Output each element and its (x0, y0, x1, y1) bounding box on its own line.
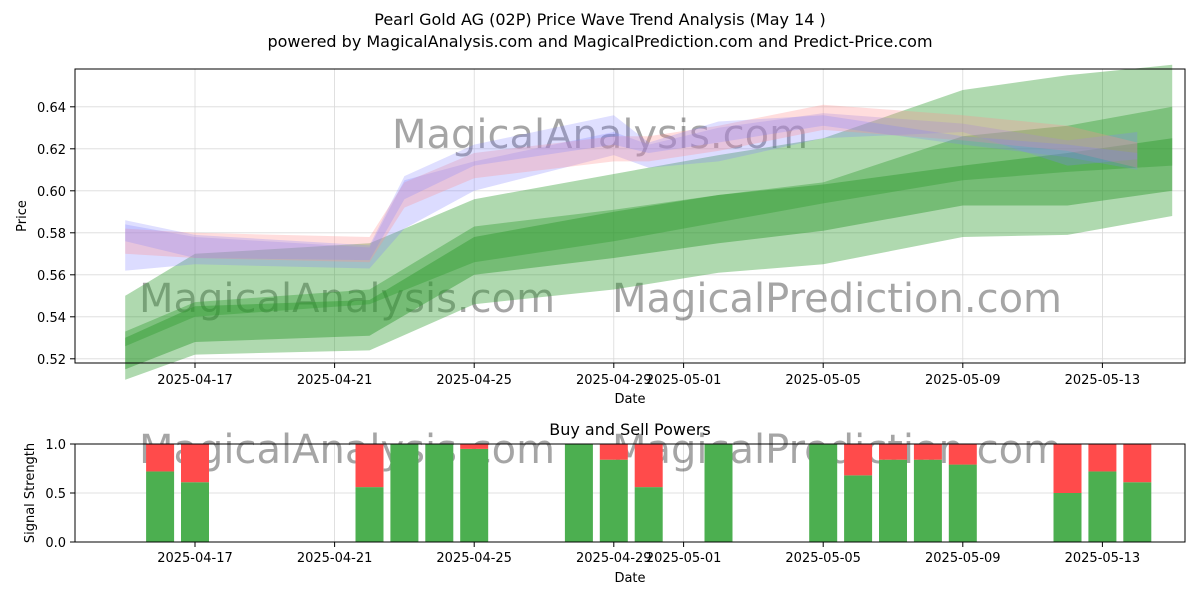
price-y-tick-label: 0.56 (37, 269, 66, 284)
buy-bar (844, 475, 873, 542)
signal-bars (146, 444, 1152, 542)
price-band-green (125, 106, 1173, 380)
signal-x-tick-label: 2025-05-13 (1065, 551, 1141, 566)
buy-bar (809, 444, 838, 542)
sell-bar (355, 444, 384, 488)
chart-title: Pearl Gold AG (02P) Price Wave Trend Ana… (374, 10, 826, 29)
sell-bar (181, 444, 209, 483)
price-y-tick-label: 0.52 (37, 353, 66, 368)
price-grid (75, 69, 1185, 363)
price-plot-frame (74, 68, 1186, 364)
buy-bar (564, 444, 593, 542)
buy-bar (704, 444, 733, 542)
price-band-blue-red (125, 104, 1138, 263)
buy-bar (1123, 482, 1152, 542)
price-y-tick-label: 0.64 (37, 101, 66, 116)
price-band-blue-red (125, 113, 1138, 271)
price-y-tick-label: 0.58 (37, 227, 66, 242)
sell-bar (1123, 444, 1152, 483)
sell-bar (948, 444, 977, 465)
price-x-axis-label: Date (614, 392, 645, 407)
sell-bar (599, 444, 628, 460)
sell-bar (146, 444, 175, 472)
buy-bar (425, 444, 454, 542)
sell-bar (460, 444, 489, 449)
buy-bar (913, 459, 942, 542)
watermark-mid-left: MagicalAnalysis.com (139, 276, 555, 322)
signal-x-tick-label: 2025-04-25 (436, 551, 512, 566)
price-band-green (125, 64, 1173, 347)
price-band-blue-red (125, 115, 1138, 261)
signal-x-tick-label: 2025-05-05 (785, 551, 861, 566)
sell-bar (913, 444, 942, 460)
price-bands (125, 64, 1173, 380)
buy-bar (355, 487, 384, 542)
price-x-tick-label: 2025-05-13 (1065, 373, 1141, 388)
watermark-mid-right: MagicalPrediction.com (612, 276, 1062, 322)
chart-subtitle: powered by MagicalAnalysis.com and Magic… (267, 32, 932, 51)
signal-x-tick-label: 2025-05-01 (646, 551, 722, 566)
signal-y-tick-label: 0.0 (45, 536, 66, 551)
buy-bar (390, 444, 419, 542)
signal-axes: 0.0 0.5 1.0 2025-04-17 2025-04-21 2025-04-25 2… (45, 438, 1140, 566)
price-band-green (125, 138, 1173, 370)
signal-x-tick-label: 2025-04-17 (157, 551, 233, 566)
sell-bar (844, 444, 873, 476)
price-x-tick-label: 2025-04-29 (576, 373, 652, 388)
price-x-tick-label: 2025-04-25 (436, 373, 512, 388)
sell-bar (1088, 444, 1117, 472)
buy-bar (146, 471, 175, 542)
buy-bar (599, 459, 628, 542)
buy-bar (948, 464, 977, 542)
price-y-axis-label: Price (15, 200, 30, 232)
price-y-tick-label: 0.60 (37, 185, 66, 200)
price-x-tick-label: 2025-04-17 (157, 373, 233, 388)
buy-bar (460, 448, 489, 542)
price-x-tick-label: 2025-05-05 (785, 373, 861, 388)
sell-bar (879, 444, 907, 460)
signal-y-axis-label: Signal Strength (23, 443, 38, 543)
price-x-tick-label: 2025-05-01 (646, 373, 722, 388)
buy-bar (1053, 493, 1082, 542)
buy-bar (634, 487, 663, 542)
sell-bar (634, 444, 663, 488)
price-x-tick-label: 2025-05-09 (925, 373, 1001, 388)
price-x-tick-label: 2025-04-21 (297, 373, 373, 388)
price-y-tick-label: 0.54 (37, 311, 66, 326)
price-axes: 0.52 0.54 0.56 0.58 0.60 0.62 0.64 2025-04-17 20… (37, 101, 1140, 388)
signal-x-tick-label: 2025-04-21 (297, 551, 373, 566)
price-y-tick-label: 0.62 (37, 143, 66, 158)
signal-x-axis-label: Date (614, 571, 645, 586)
buy-bar (879, 459, 907, 542)
buy-bar (181, 482, 209, 542)
buy-bar (1088, 471, 1117, 542)
signal-chart-title: Buy and Sell Powers (549, 420, 711, 439)
signal-y-tick-label: 1.0 (45, 438, 66, 453)
signal-y-tick-label: 0.5 (45, 487, 66, 502)
signal-x-tick-label: 2025-05-09 (925, 551, 1001, 566)
watermark-top: MagicalAnalysis.com (392, 112, 808, 158)
sell-bar (1053, 444, 1082, 493)
signal-x-tick-label: 2025-04-29 (576, 551, 652, 566)
